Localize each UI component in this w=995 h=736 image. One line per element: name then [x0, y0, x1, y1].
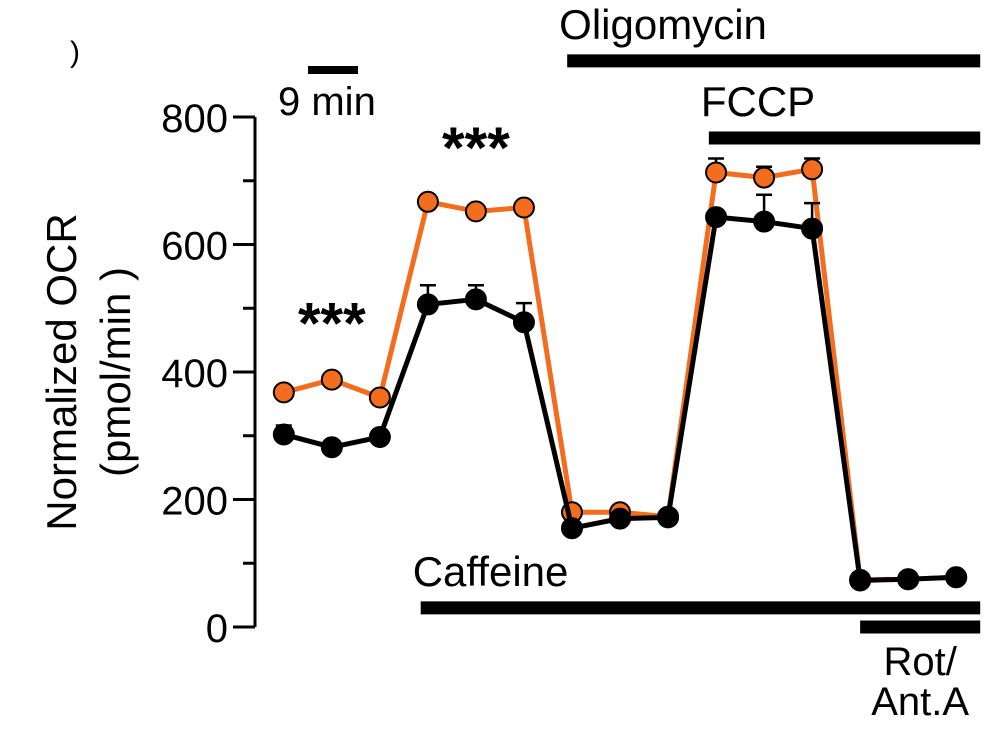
treatment-label: Rot/Ant.A	[871, 640, 969, 724]
y-ticks: 0 200 400 600 800	[161, 97, 255, 651]
data-point	[945, 566, 968, 589]
series-2	[272, 193, 968, 592]
data-point	[753, 210, 776, 233]
treatment-label: Oligomycin	[559, 1, 767, 48]
y-tick-label: 200	[161, 480, 228, 524]
data-point	[753, 166, 776, 189]
scale-bar: 9 min	[278, 66, 376, 124]
significance-mark: ***	[442, 116, 510, 181]
treatment-1: Caffeine	[413, 548, 981, 615]
y-axis-unit: (pmol/min )	[92, 267, 139, 477]
data-point	[849, 569, 872, 592]
data-point	[705, 161, 728, 184]
treatment-2: Oligomycin	[559, 1, 981, 68]
treatment-label: Caffeine	[413, 548, 569, 595]
data-point	[801, 217, 824, 240]
scale-bar-label: 9 min	[278, 80, 376, 124]
treatment-label-line: Ant.A	[871, 680, 969, 724]
data-point	[801, 158, 824, 181]
data-point	[705, 206, 728, 229]
data-point	[897, 568, 920, 591]
data-point	[272, 423, 295, 446]
treatment-bars: Caffeine Oligomycin FCCP Rot/Ant.A	[413, 1, 981, 724]
y-tick-label: 400	[161, 352, 228, 396]
treatment-label: FCCP	[701, 78, 815, 125]
treatment-3: FCCP	[701, 78, 981, 145]
treatment-label-line: Rot/	[883, 640, 957, 684]
y-axis: 0 200 400 600 800 Normalized OCR (pmol/min )	[38, 97, 257, 651]
panel-mark: )	[70, 36, 80, 69]
data-point	[512, 311, 535, 334]
y-tick-label: 800	[161, 97, 228, 141]
significance-marks: *** ***	[298, 116, 510, 356]
data-point	[657, 506, 680, 529]
y-tick-label: 600	[161, 225, 228, 269]
y-axis-title: Normalized OCR	[38, 213, 85, 530]
data-point	[416, 190, 439, 213]
data-point	[560, 517, 583, 540]
data-point	[464, 288, 487, 311]
significance-mark: ***	[298, 291, 366, 356]
data-point	[368, 386, 391, 409]
data-point	[609, 507, 631, 530]
data-point	[464, 200, 487, 223]
y-tick-label: 0	[206, 607, 228, 651]
data-point	[416, 293, 439, 316]
data-point	[320, 436, 343, 459]
data-point	[368, 426, 391, 449]
data-point	[320, 368, 343, 391]
data-series	[272, 157, 968, 592]
treatment-4: Rot/Ant.A	[860, 620, 981, 724]
data-point	[272, 381, 295, 404]
data-point	[512, 196, 535, 219]
